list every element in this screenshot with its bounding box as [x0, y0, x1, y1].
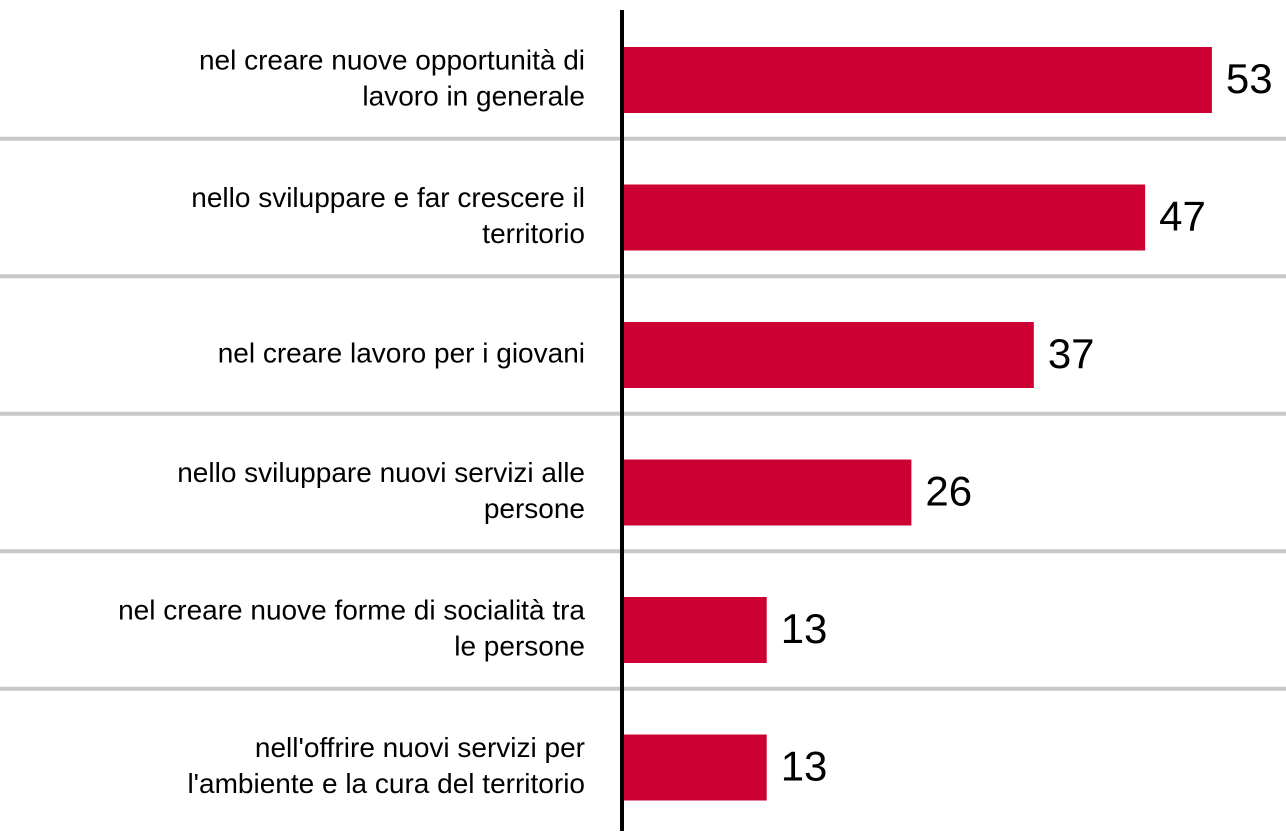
- category-label: persone: [484, 493, 585, 524]
- category-label: l'ambiente e la cura del territorio: [187, 768, 585, 799]
- value-label: 13: [781, 605, 828, 652]
- bar: [622, 597, 767, 663]
- value-label: 13: [781, 743, 828, 790]
- bar: [622, 459, 912, 526]
- category-label: nello sviluppare e far crescere il: [191, 182, 585, 213]
- category-label: nel creare nuove opportunità di: [199, 44, 585, 75]
- bar: [622, 47, 1212, 113]
- category-label: nel creare lavoro per i giovani: [218, 337, 585, 368]
- value-label: 37: [1048, 330, 1095, 377]
- bar: [622, 322, 1034, 388]
- value-label: 47: [1159, 193, 1206, 240]
- value-label: 26: [925, 468, 972, 515]
- category-label: le persone: [454, 630, 585, 661]
- category-label: lavoro in generale: [362, 80, 585, 111]
- value-label: 53: [1226, 55, 1273, 102]
- bar: [622, 734, 767, 801]
- category-label: territorio: [482, 218, 585, 249]
- category-label: nell'offrire nuovi servizi per: [255, 732, 585, 763]
- category-label: nel creare nuove forme di socialità tra: [118, 594, 585, 625]
- category-label: nello sviluppare nuovi servizi alle: [177, 457, 585, 488]
- bar: [622, 184, 1146, 251]
